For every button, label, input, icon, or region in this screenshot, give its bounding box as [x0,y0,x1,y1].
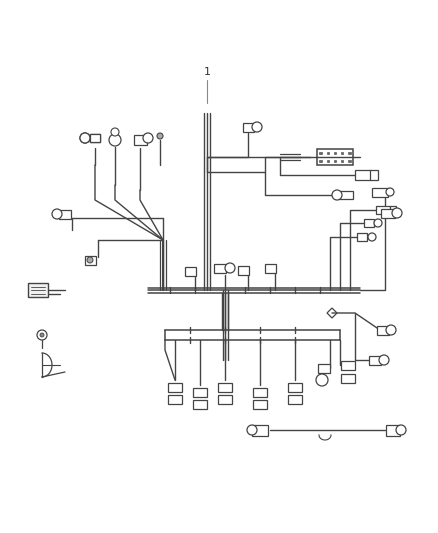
Bar [218,394,232,403]
Bar [184,266,195,276]
Bar [377,326,389,335]
Circle shape [52,209,62,219]
Circle shape [252,122,262,132]
Bar [317,149,353,165]
Bar [357,233,367,241]
Bar [386,424,400,435]
Circle shape [316,374,328,386]
Circle shape [80,133,90,143]
Bar [390,206,396,214]
Circle shape [87,257,93,263]
Bar [28,283,48,297]
Circle shape [379,355,389,365]
Bar [370,170,378,180]
Bar [85,255,95,264]
Circle shape [225,263,235,273]
Bar [341,374,355,383]
Circle shape [40,333,44,337]
Bar [372,188,388,197]
Bar [334,160,336,162]
Circle shape [386,325,396,335]
Bar [168,394,182,403]
Bar [341,152,343,154]
Text: 1: 1 [204,67,211,77]
Bar [334,152,336,154]
Bar [319,152,322,154]
Circle shape [109,134,121,146]
Bar [288,394,302,403]
Bar [341,160,343,162]
Circle shape [386,188,394,196]
Bar [193,400,207,408]
Bar [134,135,146,145]
Polygon shape [327,308,337,318]
Bar [193,387,207,397]
Bar [327,152,329,154]
Circle shape [247,425,257,435]
Circle shape [111,128,119,136]
Bar [59,209,71,219]
Bar [265,263,276,272]
Bar [237,265,248,274]
Bar [319,160,322,162]
Bar [348,152,351,154]
Circle shape [37,330,47,340]
Circle shape [157,133,163,139]
Circle shape [374,219,382,227]
Bar [381,208,395,217]
Bar [337,191,353,199]
Bar [90,134,100,142]
Bar [369,356,381,365]
Bar [288,383,302,392]
Bar [243,123,254,132]
Bar [348,160,351,162]
Circle shape [392,208,402,218]
Circle shape [332,190,342,200]
Circle shape [143,133,153,143]
Bar [355,170,371,180]
Bar [364,219,374,227]
Bar [252,424,268,435]
Bar [341,360,355,369]
Circle shape [396,425,406,435]
Bar [327,160,329,162]
Circle shape [80,133,90,143]
Bar [90,134,100,142]
Bar [253,400,267,408]
Bar [168,383,182,392]
Circle shape [368,233,376,241]
Bar [376,206,390,214]
Bar [253,387,267,397]
Bar [318,364,330,373]
Bar [218,383,232,392]
Bar [214,263,226,272]
